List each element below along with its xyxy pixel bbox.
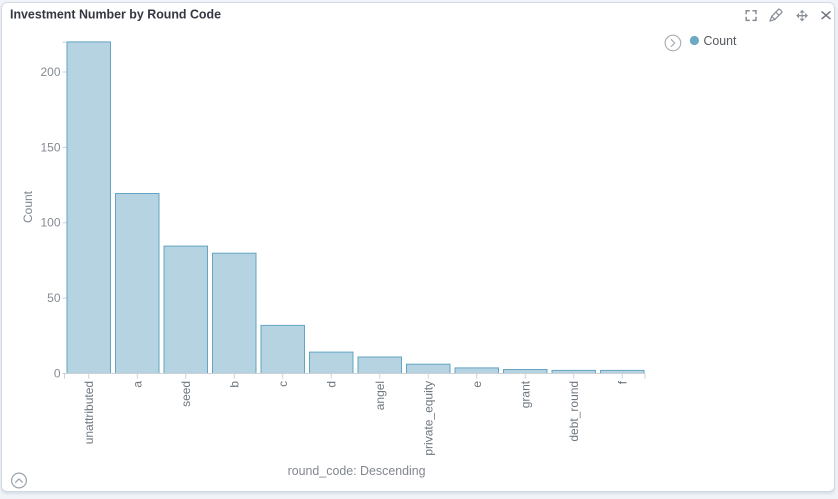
svg-text:angel: angel bbox=[373, 381, 387, 410]
svg-text:Count: Count bbox=[704, 34, 738, 48]
svg-text:b: b bbox=[227, 381, 241, 388]
svg-text:c: c bbox=[276, 381, 290, 387]
svg-text:100: 100 bbox=[40, 216, 60, 230]
svg-text:round_code: Descending: round_code: Descending bbox=[288, 463, 426, 478]
svg-text:Investment Number by Round Cod: Investment Number by Round Code bbox=[10, 7, 221, 22]
svg-text:150: 150 bbox=[40, 140, 60, 154]
svg-text:Count: Count bbox=[21, 190, 35, 223]
svg-text:200: 200 bbox=[40, 65, 60, 79]
svg-text:private_equity: private_equity bbox=[421, 381, 435, 456]
svg-text:d: d bbox=[324, 381, 338, 388]
svg-text:unattributed: unattributed bbox=[82, 381, 96, 444]
svg-text:e: e bbox=[470, 381, 484, 388]
svg-text:a: a bbox=[130, 381, 144, 388]
svg-text:seed: seed bbox=[179, 381, 193, 407]
svg-text:debt_round: debt_round bbox=[567, 381, 581, 442]
svg-text:50: 50 bbox=[47, 291, 61, 305]
svg-text:0: 0 bbox=[54, 366, 61, 380]
svg-text:f: f bbox=[615, 380, 629, 384]
svg-text:grant: grant bbox=[518, 380, 532, 408]
